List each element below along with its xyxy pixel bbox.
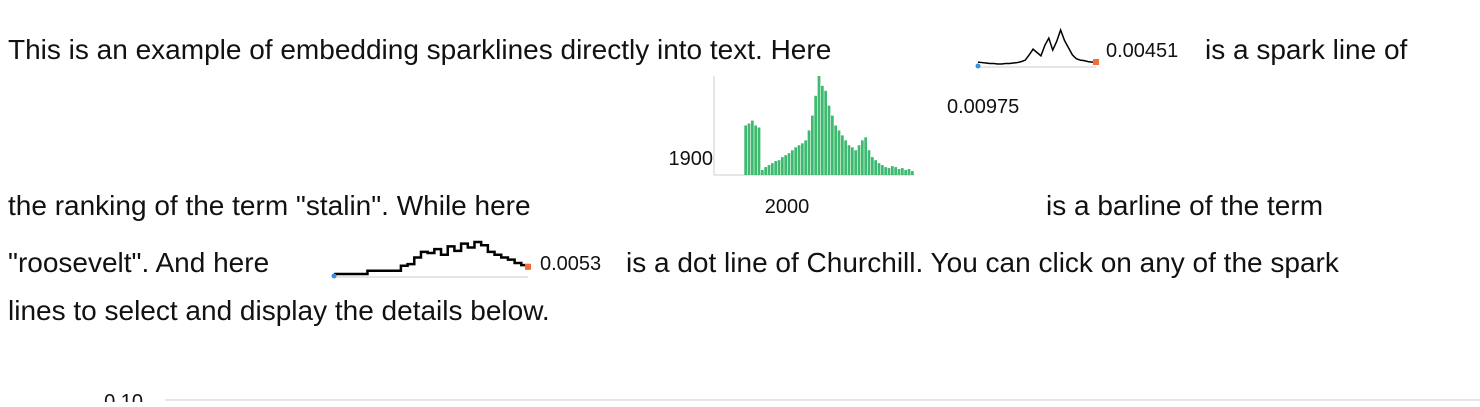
bar[interactable] <box>857 145 861 175</box>
bar[interactable] <box>860 140 864 175</box>
text-run: is a spark line of <box>1205 34 1408 65</box>
bar[interactable] <box>750 120 754 175</box>
bar[interactable] <box>884 167 888 175</box>
bar[interactable] <box>897 169 901 175</box>
bar[interactable] <box>894 167 898 175</box>
bar[interactable] <box>904 170 908 175</box>
bar[interactable] <box>844 140 848 175</box>
text-run: is a dot line of Churchill. You can clic… <box>626 247 1340 278</box>
bar[interactable] <box>814 95 818 175</box>
bar[interactable] <box>777 160 781 175</box>
bar[interactable] <box>900 168 904 175</box>
bar[interactable] <box>887 168 891 175</box>
end-dot <box>1093 59 1099 66</box>
bar[interactable] <box>794 147 798 175</box>
bar[interactable] <box>864 137 868 175</box>
bar[interactable] <box>754 125 758 175</box>
spark-line <box>334 240 530 276</box>
bar[interactable] <box>834 125 838 175</box>
bar[interactable] <box>790 150 794 175</box>
start-dot <box>975 63 981 69</box>
end-dot <box>525 263 531 270</box>
bar[interactable] <box>784 155 788 175</box>
bar[interactable] <box>770 163 774 175</box>
bar[interactable] <box>774 161 778 175</box>
bar[interactable] <box>780 157 784 175</box>
bar[interactable] <box>840 135 844 175</box>
max-value-label: 0.00975 <box>947 96 1019 118</box>
bar[interactable] <box>854 150 858 175</box>
bar[interactable] <box>824 90 828 175</box>
bar[interactable] <box>744 125 748 175</box>
bar[interactable] <box>820 85 824 175</box>
text-run: "roosevelt". And here <box>8 247 269 278</box>
last-value-label: 0.0053 <box>540 253 601 275</box>
text-run: This is an example of embedding sparklin… <box>8 34 831 65</box>
bar[interactable] <box>810 115 814 175</box>
bar[interactable] <box>880 165 884 175</box>
bar[interactable] <box>847 145 851 175</box>
bar[interactable] <box>807 130 811 175</box>
start-dot <box>331 273 337 279</box>
bar[interactable] <box>907 169 911 175</box>
bar[interactable] <box>800 143 804 175</box>
bar[interactable] <box>870 157 874 175</box>
bar[interactable] <box>877 163 881 175</box>
x-label: 1900 <box>669 148 714 170</box>
bar[interactable] <box>874 160 878 175</box>
bar[interactable] <box>850 147 854 175</box>
bar[interactable] <box>804 140 808 175</box>
bar[interactable] <box>867 150 871 175</box>
bar[interactable] <box>890 166 894 175</box>
last-value-label: 0.00451 <box>1106 40 1178 62</box>
text-run: is a barline of the term <box>1046 190 1323 221</box>
bar[interactable] <box>817 76 821 175</box>
sparkline[interactable] <box>977 27 1097 65</box>
spark-line <box>977 27 1097 65</box>
bar[interactable] <box>760 170 764 175</box>
bar[interactable] <box>830 115 834 175</box>
bar[interactable] <box>910 171 914 175</box>
bar[interactable] <box>747 123 751 175</box>
bar[interactable] <box>767 165 771 175</box>
bar[interactable] <box>797 145 801 175</box>
text-run: the ranking of the term "stalin". While … <box>8 190 531 221</box>
x-label: 2000 <box>765 196 810 218</box>
bar[interactable] <box>827 105 831 175</box>
text-run: lines to select and display the details … <box>8 295 550 326</box>
bar[interactable] <box>764 167 768 175</box>
bar[interactable] <box>787 153 791 175</box>
sparkline[interactable] <box>334 240 530 276</box>
bar[interactable] <box>757 127 761 175</box>
bar[interactable] <box>837 130 841 175</box>
y-tick-label: 0.10 <box>104 391 143 402</box>
